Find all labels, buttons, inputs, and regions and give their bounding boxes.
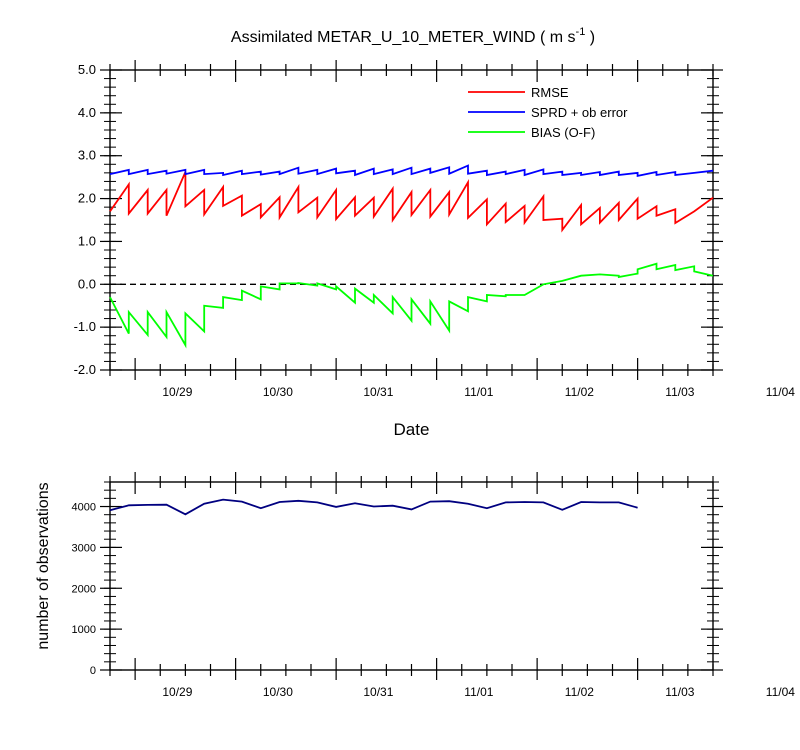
y-tick-label: 1000 <box>72 624 96 636</box>
y-tick-label: 3000 <box>72 542 96 554</box>
x-tick-label: 11/02 <box>565 385 594 399</box>
y-axis-label: number of observations <box>35 482 52 649</box>
series-line-0 <box>109 498 638 516</box>
legend-label: BIAS (O-F) <box>531 125 595 140</box>
x-tick-label: 10/29 <box>162 385 192 399</box>
x-tick-label: 11/02 <box>565 685 594 699</box>
y-tick-label: 0 <box>90 665 96 677</box>
x-tick-label: 10/31 <box>363 685 393 699</box>
x-tick-label: 10/30 <box>263 685 293 699</box>
series-line-1 <box>109 164 714 178</box>
x-tick-label: 11/04 <box>766 685 795 699</box>
x-tick-label: 10/29 <box>162 685 192 699</box>
y-tick-label: 4000 <box>72 502 96 514</box>
series-line-0 <box>109 171 714 233</box>
x-tick-label: 10/30 <box>263 385 293 399</box>
series-line-2 <box>109 262 714 349</box>
y-tick-label: 1.0 <box>78 233 96 248</box>
chart-title-text: Assimilated METAR_U_10_METER_WIND ( m s <box>231 29 576 46</box>
chart-title-superscript: -1 <box>576 26 586 38</box>
x-tick-label: 11/03 <box>665 685 694 699</box>
legend-label: SPRD + ob error <box>531 105 628 120</box>
y-tick-label: 0.0 <box>78 276 96 291</box>
legend-label: RMSE <box>531 85 569 100</box>
y-tick-label: 2000 <box>72 583 96 595</box>
y-tick-label: -2.0 <box>74 362 96 377</box>
y-tick-label: -1.0 <box>74 319 96 334</box>
chart-title: Assimilated METAR_U_10_METER_WIND ( m s-… <box>231 26 595 46</box>
bottom-plot: 10/29 10/30 10/31 11/01 11/02 11/03 11/04 4000 3… <box>35 472 795 699</box>
chart-title-suffix: ) <box>585 29 595 46</box>
y-tick-label: 5.0 <box>78 62 96 77</box>
y-tick-label: 3.0 <box>78 148 96 163</box>
x-tick-label: 11/01 <box>464 385 493 399</box>
y-tick-label: 2.0 <box>78 191 96 206</box>
top-plot: 10/29 10/30 10/31 11/01 11/02 11/03 11/04 5.0 4.… <box>74 60 795 439</box>
x-tick-label: 11/01 <box>464 685 493 699</box>
x-tick-label: 10/31 <box>363 385 393 399</box>
x-axis-label: Date <box>394 420 430 439</box>
x-tick-label: 11/03 <box>665 385 694 399</box>
x-tick-label: 11/04 <box>766 385 795 399</box>
y-tick-label: 4.0 <box>78 105 96 120</box>
